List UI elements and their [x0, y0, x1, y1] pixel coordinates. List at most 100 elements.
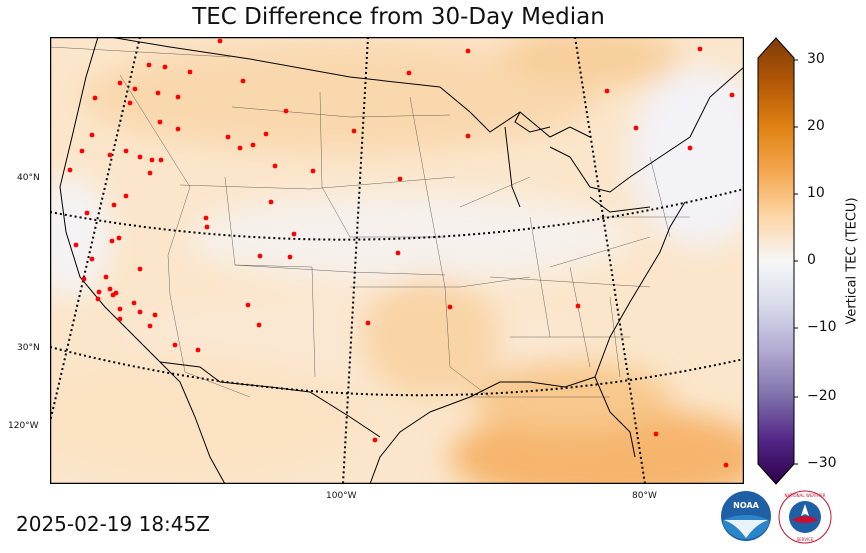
svg-text:NOAA: NOAA [733, 501, 759, 510]
station-marker [447, 304, 453, 310]
station-marker [633, 125, 639, 131]
lon-label-100w: 100°W [326, 491, 357, 501]
station-marker [204, 224, 210, 230]
station-marker [351, 128, 357, 134]
station-marker [147, 170, 153, 176]
station-marker [158, 157, 164, 163]
station-marker [107, 152, 113, 158]
station-marker [723, 462, 729, 468]
state-boundaries [50, 46, 690, 398]
station-marker [146, 62, 152, 68]
tec-map [50, 37, 744, 484]
station-marker [175, 126, 181, 132]
station-marker [465, 48, 471, 54]
station-marker [147, 323, 153, 329]
station-marker [89, 256, 95, 262]
station-marker [117, 316, 123, 322]
station-marker [107, 286, 113, 292]
station-marker [127, 100, 133, 106]
station-marker [291, 231, 297, 237]
station-marker [116, 235, 122, 241]
station-marker [152, 312, 158, 318]
station-marker [123, 148, 129, 154]
station-marker [110, 292, 116, 298]
station-marker [96, 289, 102, 295]
station-marker [117, 80, 123, 86]
station-marker [92, 95, 98, 101]
station-marker [137, 266, 143, 272]
station-marker [465, 133, 471, 139]
station-marker [272, 163, 278, 169]
lon-label-120w: 120°W [8, 421, 39, 431]
station-marker [395, 250, 401, 256]
station-marker [604, 88, 610, 94]
station-marker [372, 437, 378, 443]
svg-text:SERVICE: SERVICE [797, 537, 814, 542]
station-marker [310, 168, 316, 174]
nws-logo: NATIONAL WEATHER SERVICE [778, 490, 832, 544]
colorbar-tick-30: 30 [807, 51, 825, 67]
station-marker [406, 70, 412, 76]
lat-label-30n: 30°N [17, 343, 40, 353]
station-marker [283, 108, 289, 114]
station-marker [137, 309, 143, 315]
station-marker [203, 215, 209, 221]
colorbar-tick-neg10: −10 [807, 319, 837, 335]
colorbar-tick-0: 0 [807, 252, 816, 268]
station-marker [123, 193, 129, 199]
station-marker [89, 132, 95, 138]
station-marker [365, 320, 371, 326]
station-marker [575, 303, 581, 309]
station-marker [111, 202, 117, 208]
station-marker [79, 148, 85, 154]
station-marker [172, 342, 178, 348]
station-marker [73, 242, 79, 248]
station-marker [155, 90, 161, 96]
station-marker [103, 274, 109, 280]
station-marker [117, 306, 123, 312]
colorbar-tick-neg20: −20 [807, 388, 837, 404]
colorbar-tick-10: 10 [807, 185, 825, 201]
station-marker [245, 302, 251, 308]
noaa-logo: NOAA [721, 491, 771, 541]
colorbar-tick-20: 20 [807, 118, 825, 134]
graticule [50, 37, 744, 484]
station-marker [195, 347, 201, 353]
station-marker [157, 119, 163, 125]
station-markers [67, 38, 735, 468]
station-marker [109, 238, 115, 244]
station-marker [84, 210, 90, 216]
colorbar-label: Vertical TEC (TECU) [844, 197, 860, 325]
station-marker [187, 69, 193, 75]
station-marker [149, 157, 155, 163]
station-marker [240, 78, 246, 84]
station-marker [263, 131, 269, 137]
station-marker [237, 145, 243, 151]
station-marker [653, 431, 659, 437]
station-marker [729, 92, 735, 98]
timestamp: 2025-02-19 18:45Z [16, 512, 210, 536]
colorbar-tick-neg30: −30 [807, 455, 837, 471]
station-marker [697, 46, 703, 52]
station-marker [132, 86, 138, 92]
station-marker [95, 296, 101, 302]
station-marker [217, 38, 223, 44]
station-marker [225, 134, 231, 140]
station-marker [268, 199, 274, 205]
station-marker [131, 300, 137, 306]
colorbar [757, 37, 798, 485]
lon-label-80w: 80°W [632, 491, 657, 501]
station-marker [397, 176, 403, 182]
lat-label-40n: 40°N [17, 173, 40, 183]
station-marker [175, 94, 181, 100]
station-marker [256, 322, 262, 328]
station-marker [257, 253, 263, 259]
station-marker [250, 142, 256, 148]
station-marker [162, 64, 168, 70]
station-marker [81, 276, 87, 282]
station-marker [67, 167, 73, 173]
station-marker [137, 154, 143, 160]
svg-text:NATIONAL WEATHER: NATIONAL WEATHER [784, 493, 825, 498]
station-marker [687, 145, 693, 151]
station-marker [287, 254, 293, 260]
